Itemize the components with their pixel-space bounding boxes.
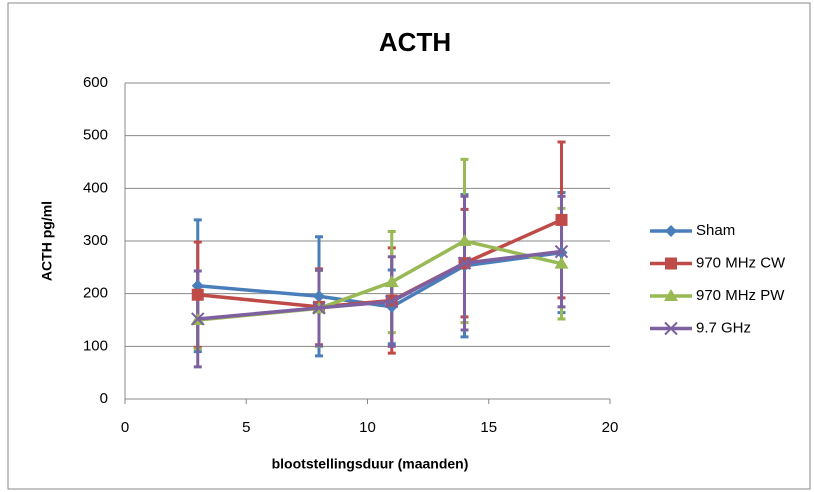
- legend-item: 970 MHz PW: [650, 287, 785, 304]
- y-tick-label: 100: [83, 337, 108, 354]
- marker: [313, 290, 325, 303]
- marker: [554, 244, 569, 259]
- marker: [665, 225, 677, 237]
- marker: [385, 294, 399, 309]
- x-axis-title: blootstellingsduur (maanden): [272, 456, 469, 472]
- x-tick-label: 10: [359, 419, 376, 436]
- marker: [384, 275, 399, 288]
- marker: [457, 256, 472, 270]
- marker: [312, 301, 326, 315]
- marker: [555, 213, 568, 226]
- y-tick-label: 0: [100, 390, 108, 407]
- legend-label: 970 MHz PW: [696, 287, 785, 304]
- marker: [665, 257, 677, 270]
- y-tick-label: 200: [83, 285, 108, 302]
- marker: [191, 288, 204, 301]
- marker: [191, 312, 205, 326]
- y-tick-label: 400: [83, 179, 108, 196]
- legend-label: 9.7 GHz: [696, 319, 751, 336]
- legend-item: Sham: [650, 222, 735, 239]
- marker: [554, 256, 569, 269]
- marker: [664, 321, 678, 336]
- chart-frame: [7, 2, 811, 490]
- x-tick-label: 0: [121, 419, 129, 436]
- x-tick-label: 5: [242, 419, 250, 436]
- chart-title: ACTH: [379, 27, 451, 57]
- y-tick-label: 300: [83, 232, 108, 249]
- marker: [457, 234, 472, 246]
- y-axis-title: ACTH pg/ml: [39, 201, 55, 281]
- x-tick-label: 20: [602, 419, 619, 436]
- marker: [664, 289, 678, 301]
- legend-label: Sham: [696, 222, 735, 239]
- legend-label: 970 MHz CW: [696, 254, 786, 271]
- legend-item: 970 MHz CW: [650, 254, 786, 271]
- legend-item: 9.7 GHz: [650, 319, 751, 336]
- y-tick-label: 500: [83, 127, 108, 144]
- x-tick-label: 15: [480, 419, 497, 436]
- y-tick-label: 600: [83, 74, 108, 91]
